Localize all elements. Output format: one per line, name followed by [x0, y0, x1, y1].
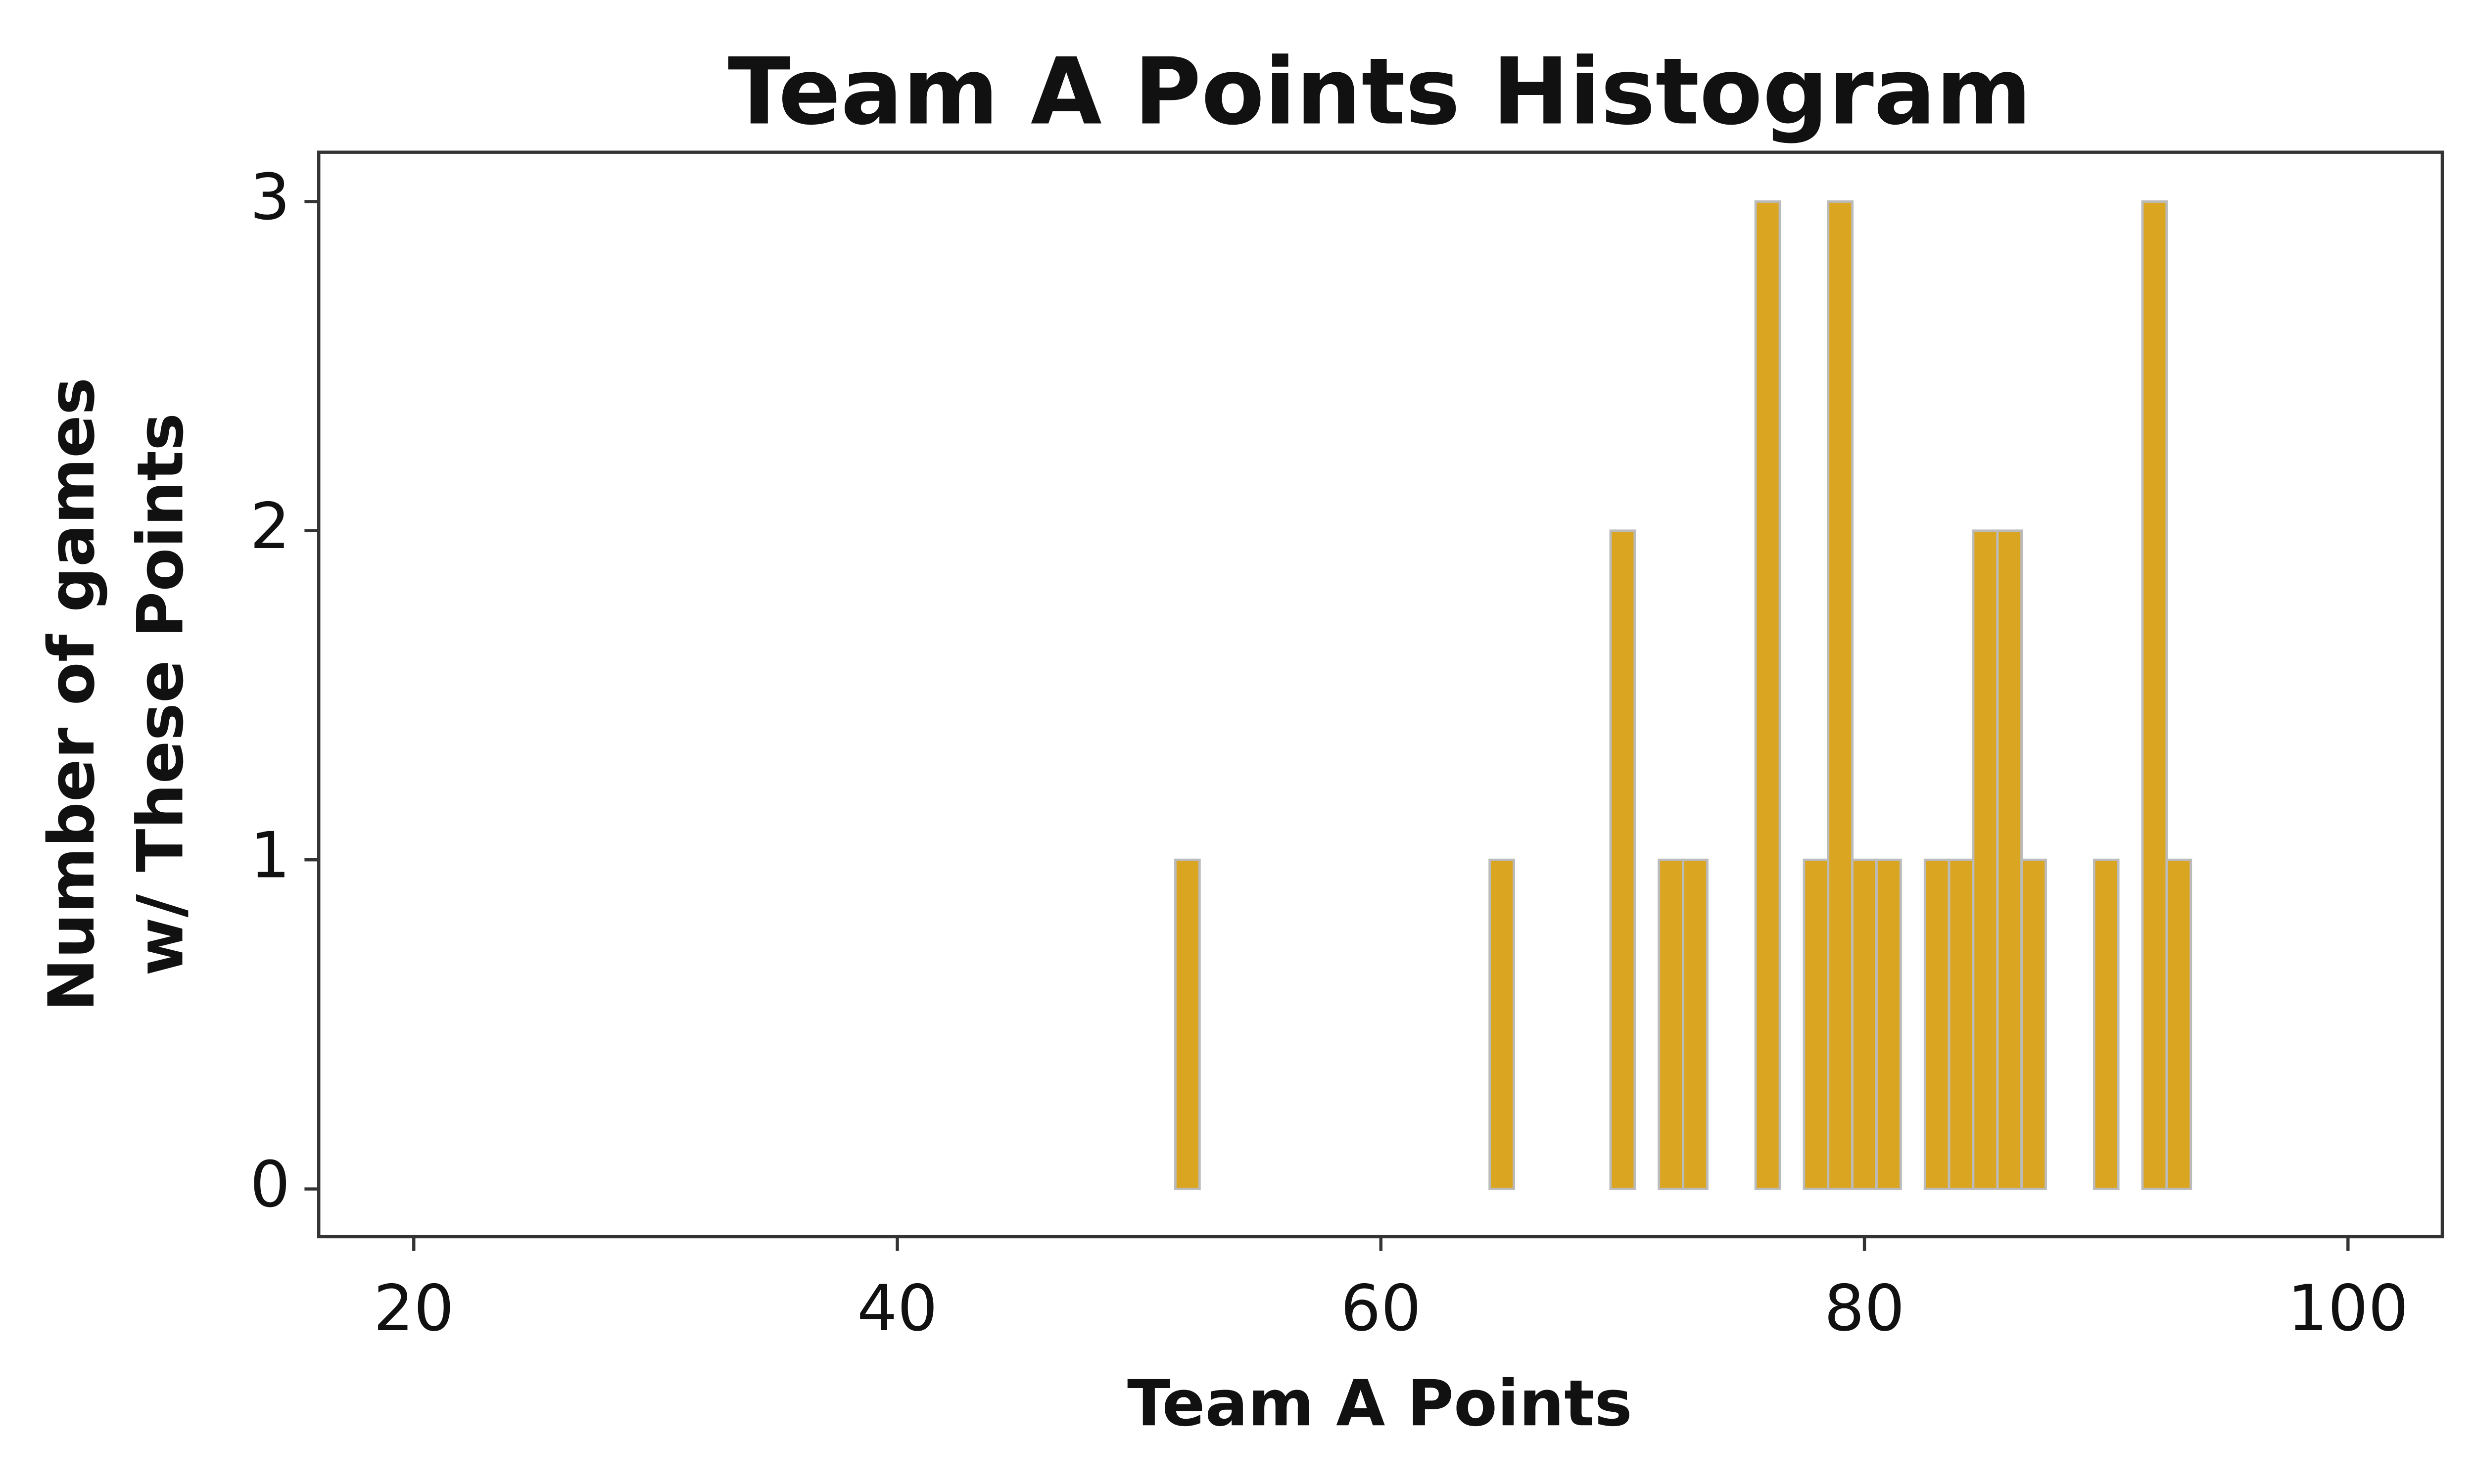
bar: [2141, 200, 2168, 1190]
y-tick-label: 1: [250, 819, 290, 892]
x-tick-label: 20: [374, 1272, 454, 1345]
bar: [1658, 858, 1684, 1190]
y-axis-title: Number of games: [35, 377, 109, 1012]
bar: [1996, 529, 2023, 1190]
bar: [1803, 858, 1830, 1190]
bar: [1174, 858, 1201, 1190]
bar: [1972, 529, 1999, 1190]
bar: [1923, 858, 1951, 1190]
bar: [1875, 858, 1902, 1190]
x-tick-label: 40: [857, 1272, 938, 1345]
bar: [1948, 858, 1975, 1190]
bar: [2093, 858, 2120, 1190]
y-tick-label: 2: [250, 490, 290, 563]
bar: [2020, 858, 2047, 1190]
x-tick-label: 60: [1340, 1272, 1421, 1345]
y-tick-label: 3: [250, 161, 290, 234]
bar: [1851, 858, 1878, 1190]
bar: [1827, 200, 1854, 1190]
chart-title: Team A Points Histogram: [728, 38, 2032, 145]
y-tick-label: 0: [250, 1148, 290, 1222]
bar: [1488, 858, 1515, 1190]
plot-frame: [317, 150, 2444, 1239]
x-tick-label: 100: [2287, 1272, 2409, 1345]
x-tick-label: 80: [1824, 1272, 1905, 1345]
bar: [1609, 529, 1636, 1190]
x-axis-title: Team A Points: [1127, 1367, 1632, 1440]
bar: [2165, 858, 2192, 1190]
bar: [1754, 200, 1781, 1190]
y-axis-title: w/ These Points: [124, 413, 197, 976]
bar: [1682, 858, 1709, 1190]
